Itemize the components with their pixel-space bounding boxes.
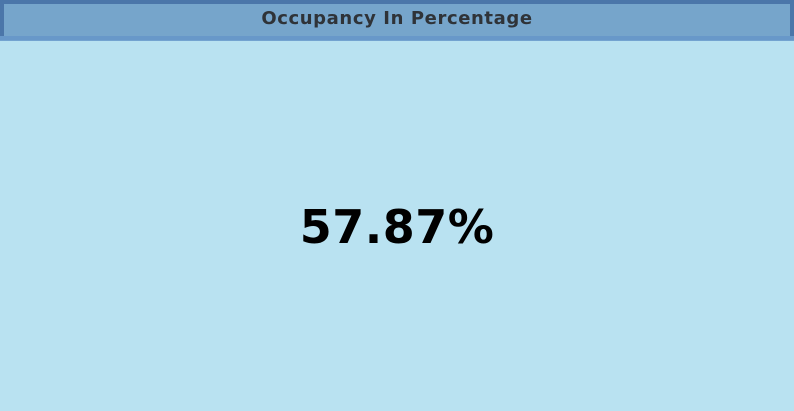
header-divider — [0, 36, 794, 41]
occupancy-value: 57.87% — [299, 200, 495, 254]
widget-body: 57.87% — [0, 41, 794, 411]
widget-header: Occupancy In Percentage — [0, 0, 794, 40]
widget-title: Occupancy In Percentage — [261, 8, 533, 29]
